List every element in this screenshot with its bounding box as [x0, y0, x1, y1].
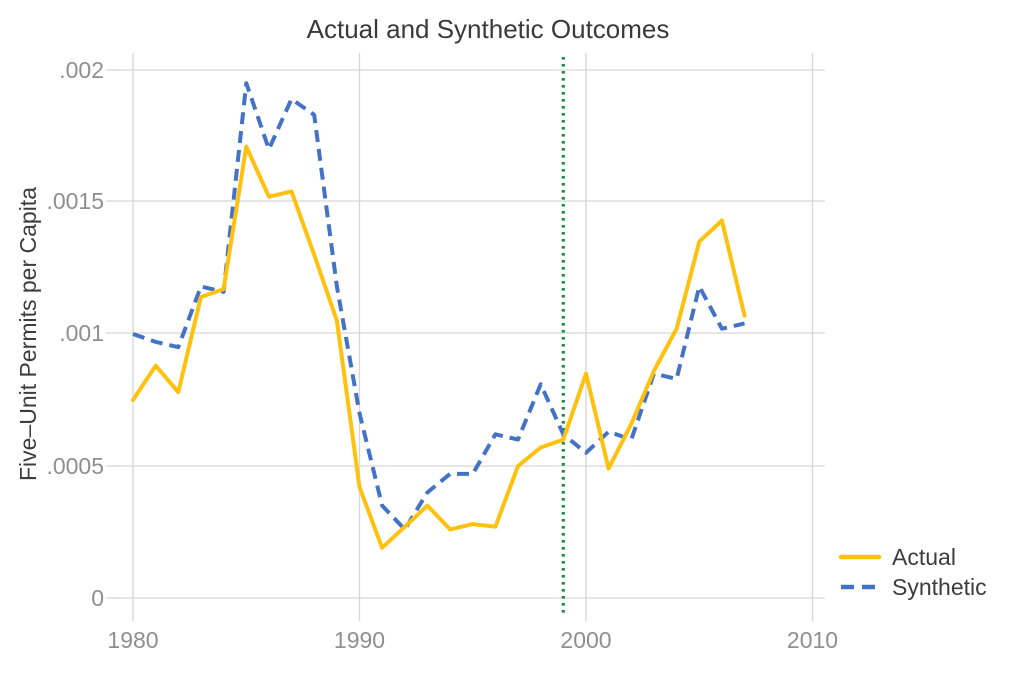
ytick-label-0005: .0005 [46, 453, 104, 479]
ytick-label-002: .002 [59, 57, 104, 83]
chart-title: Actual and Synthetic Outcomes [307, 14, 670, 44]
series-actual-line [131, 144, 747, 550]
gridlines-vertical [132, 53, 814, 621]
gridlines-horizontal [106, 69, 825, 599]
x-axis-tick-labels: 1980 1990 2000 2010 [107, 627, 838, 653]
ytick-label-001: .001 [59, 320, 104, 346]
xtick-label-1980: 1980 [107, 627, 158, 653]
series-synthetic-line [132, 81, 745, 532]
legend-label-synthetic: Synthetic [892, 574, 987, 600]
legend-label-actual: Actual [892, 544, 956, 570]
ytick-label-0: 0 [91, 585, 104, 611]
y-axis-title: Five–Unit Permits per Capita [15, 187, 41, 481]
xtick-label-2010: 2010 [787, 627, 838, 653]
y-axis-tick-labels: 0 .0005 .001 .0015 .002 [46, 57, 104, 611]
ytick-label-0015: .0015 [46, 188, 104, 214]
xtick-label-2000: 2000 [560, 627, 611, 653]
legend: Actual Synthetic [838, 544, 987, 600]
xtick-label-1990: 1990 [334, 627, 385, 653]
